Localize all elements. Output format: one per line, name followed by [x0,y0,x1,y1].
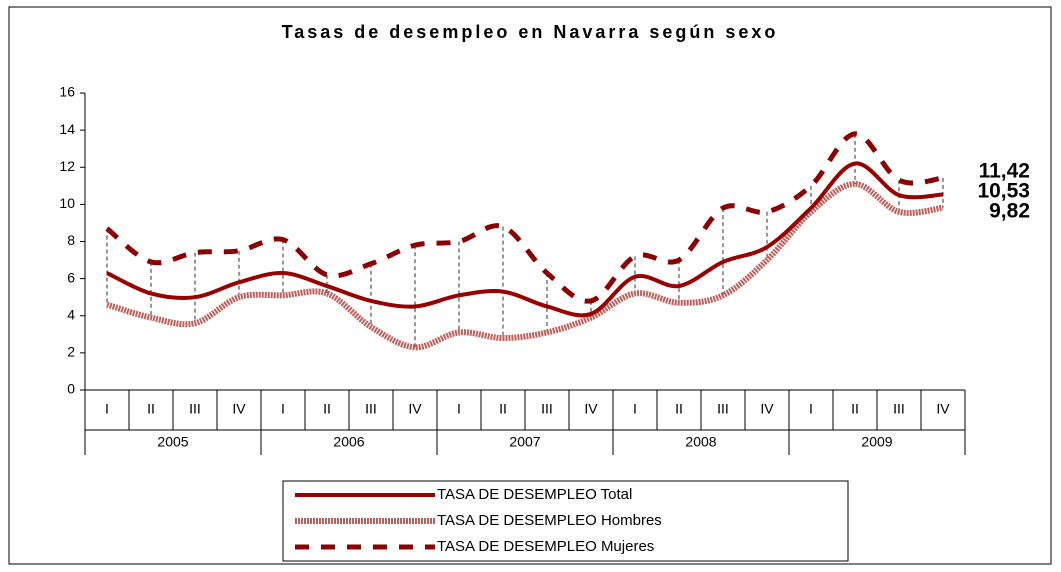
y-tick-label: 2 [67,344,75,360]
x-group-label: 2007 [509,434,540,450]
series-line [105,131,944,304]
x-tick-label: IV [760,401,774,417]
x-group-label: 2006 [333,434,364,450]
x-group-label: 2005 [157,434,188,450]
x-tick-label: I [809,401,813,417]
x-tick-label: IV [408,401,422,417]
x-tick-label: I [281,401,285,417]
x-tick-label: I [633,401,637,417]
chart-border [8,6,1052,565]
y-tick-label: 4 [67,306,75,322]
x-group-label: 2009 [861,434,892,450]
series-line [106,161,944,318]
value-label: 11,42 [979,160,1030,183]
y-tick-label: 10 [59,195,75,211]
legend-label: TASA DE DESEMPLEO Total [437,486,632,503]
x-tick-label: III [893,401,905,417]
x-tick-label: II [675,401,683,417]
x-tick-label: IV [936,401,950,417]
x-tick-label: III [717,401,729,417]
x-tick-label: II [851,401,859,417]
value-label: 9,82 [989,200,1030,223]
x-tick-label: III [189,401,201,417]
x-tick-label: III [541,401,553,417]
y-tick-label: 16 [59,84,75,100]
x-tick-label: I [457,401,461,417]
chart-title: Tasas de desempleo en Navarra según sexo [282,22,779,42]
series-line [106,180,944,351]
x-tick-label: II [147,401,155,417]
y-tick-label: 0 [67,381,75,397]
y-tick-label: 8 [67,232,75,248]
x-group-label: 2008 [685,434,716,450]
y-tick-label: 12 [59,158,75,174]
x-tick-label: III [365,401,377,417]
legend-label: TASA DE DESEMPLEO Mujeres [437,538,654,555]
value-label: 10,53 [977,180,1030,203]
y-tick-label: 6 [67,269,75,285]
x-tick-label: IV [232,401,246,417]
x-tick-label: II [499,401,507,417]
x-tick-label: II [323,401,331,417]
x-tick-label: IV [584,401,598,417]
x-tick-label: I [105,401,109,417]
legend-label: TASA DE DESEMPLEO Hombres [437,512,662,529]
y-tick-label: 14 [59,121,75,137]
